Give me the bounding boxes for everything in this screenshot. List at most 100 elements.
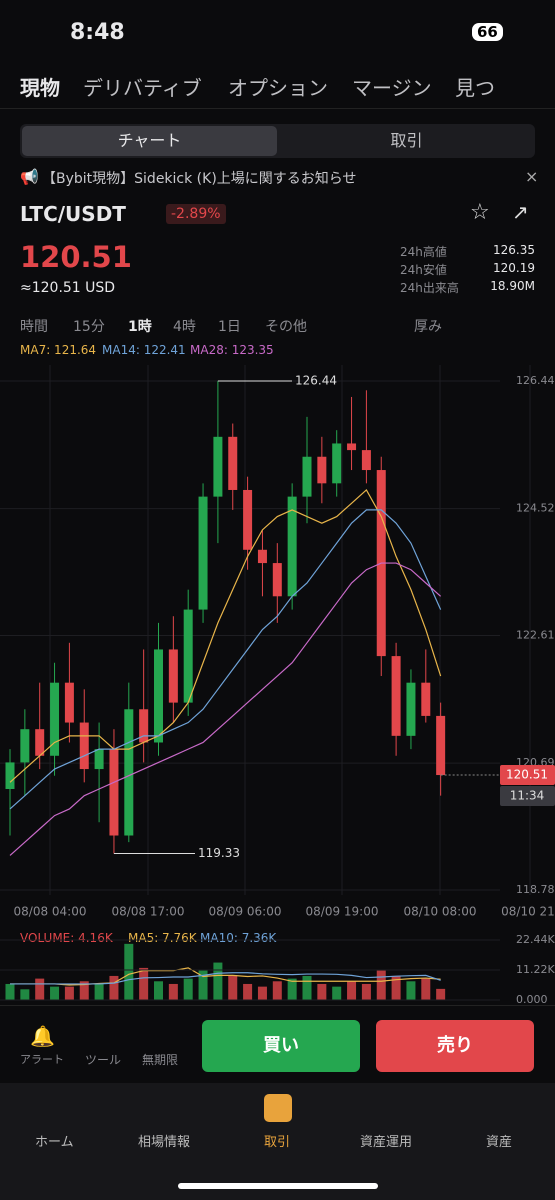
- vol-tick-label: 11.22K: [516, 963, 555, 976]
- vol-legend: MA5: 7.76K: [128, 931, 197, 945]
- notice[interactable]: 【Bybit現物】Sidekick (K)上場に関するお知らせ: [42, 171, 357, 187]
- volume-bar: [109, 975, 119, 1000]
- candle-body: [317, 456, 327, 484]
- clock: 8:48: [70, 20, 125, 45]
- ma-legend: MA28: 123.35: [190, 343, 274, 357]
- x-tick-label: 08/10 08:00: [404, 905, 477, 919]
- candle-body: [168, 649, 178, 703]
- x-tick-label: 08/10 21:: [501, 905, 555, 919]
- tab[interactable]: 見つ: [455, 76, 495, 100]
- candle-body: [213, 436, 223, 497]
- nav-item[interactable]: 資産運用: [360, 1135, 413, 1150]
- candle-body: [243, 489, 253, 550]
- interval[interactable]: 15分: [73, 319, 105, 335]
- x-tick-label: 08/09 06:00: [209, 905, 282, 919]
- price-tag-label: 120.51: [506, 768, 548, 782]
- volume-bar: [376, 970, 386, 1000]
- volume-bar: [347, 981, 357, 1000]
- buy-button[interactable]: 買い: [202, 1020, 360, 1072]
- stat-value: 126.35: [493, 243, 535, 257]
- candle-body: [94, 749, 104, 770]
- candle-body: [302, 456, 312, 497]
- tab[interactable]: オプション: [228, 76, 328, 100]
- price: 120.51: [20, 240, 132, 274]
- candle-body: [109, 749, 119, 836]
- interval[interactable]: 4時: [173, 319, 196, 335]
- volume-bar: [361, 983, 371, 1000]
- nav-item[interactable]: 相場情報: [138, 1135, 191, 1150]
- vol-legend: MA10: 7.36K: [200, 931, 277, 945]
- x-tick-label: 08/08 04:00: [14, 905, 87, 919]
- tab[interactable]: マージン: [352, 76, 432, 100]
- candle-body: [79, 722, 89, 770]
- low-label: 119.33: [198, 846, 240, 860]
- ma-line: [9, 562, 442, 856]
- volume-bar: [406, 981, 416, 1000]
- volume-bar: [198, 970, 208, 1000]
- volume-bar: [228, 975, 238, 1000]
- tab[interactable]: デリバティブ: [83, 76, 202, 100]
- price-tag: [500, 765, 555, 786]
- nav-item[interactable]: ホーム: [35, 1135, 74, 1150]
- nav-item[interactable]: 資産: [486, 1135, 513, 1150]
- ma-legend: MA7: 121.64: [20, 343, 97, 357]
- candle-body: [64, 682, 74, 723]
- candle-body: [391, 656, 401, 736]
- stat-value: 18.90M: [490, 279, 535, 293]
- volume-bar: [168, 983, 178, 1000]
- price-usd: ≈120.51 USD: [20, 280, 116, 296]
- volume-bar: [64, 986, 74, 1000]
- volume-bar: [287, 978, 297, 1000]
- pair[interactable]: LTC/USDT: [20, 202, 126, 226]
- depth[interactable]: 厚み: [414, 319, 442, 335]
- volume-bar: [317, 983, 327, 1000]
- segment-trade[interactable]: 取引: [390, 131, 423, 150]
- interval[interactable]: その他: [265, 319, 307, 335]
- volume-bar: [183, 978, 193, 1000]
- segment-chart[interactable]: チャート: [22, 126, 277, 156]
- action[interactable]: ツール: [85, 1053, 122, 1067]
- icon: 🔔: [30, 1024, 55, 1048]
- candle-body: [154, 649, 163, 743]
- battery: 66: [472, 23, 503, 41]
- y-tick-label: 124.52: [516, 502, 555, 515]
- volume-bar: [139, 967, 149, 1000]
- vol-tick-label: 22.44K: [516, 933, 555, 946]
- volume-bar: [50, 986, 60, 1000]
- change: -2.89%: [166, 204, 226, 224]
- candle-body: [361, 450, 371, 471]
- candle-body: [436, 715, 446, 776]
- interval[interactable]: 1時: [128, 319, 152, 335]
- divider: [0, 1005, 555, 1006]
- volume-bar: [391, 975, 401, 1000]
- interval[interactable]: 1日: [218, 319, 241, 335]
- volume-bar: [124, 943, 134, 1000]
- y-tick-label: 122.61: [516, 629, 555, 642]
- vol-ma-line: [10, 972, 441, 985]
- candle-body: [287, 496, 297, 597]
- volume-bar: [272, 981, 282, 1000]
- countdown: 11:34: [510, 789, 545, 803]
- candle-body: [272, 563, 282, 597]
- candle-body: [183, 609, 193, 703]
- x-tick-label: 08/08 17:00: [112, 905, 185, 919]
- volume-bar: [94, 983, 104, 1000]
- share[interactable]: ↗: [512, 200, 529, 224]
- candle-body: [50, 682, 60, 756]
- ma-legend: MA14: 122.41: [102, 343, 186, 357]
- action[interactable]: 無期限: [142, 1053, 179, 1067]
- nav-item[interactable]: 取引: [264, 1135, 291, 1150]
- candle-body: [421, 682, 431, 716]
- close[interactable]: ×: [525, 167, 539, 186]
- candle-body: [332, 443, 342, 484]
- vol-tick-label: 0.000: [516, 993, 548, 1006]
- favorite[interactable]: ☆: [470, 200, 490, 225]
- tab[interactable]: 現物: [20, 76, 60, 100]
- candle-body: [35, 729, 45, 756]
- interval[interactable]: 時間: [20, 319, 48, 335]
- sell-button[interactable]: 売り: [376, 1020, 534, 1072]
- action[interactable]: アラート: [20, 1053, 64, 1066]
- volume-bar: [302, 975, 312, 1000]
- candle-body: [198, 496, 208, 610]
